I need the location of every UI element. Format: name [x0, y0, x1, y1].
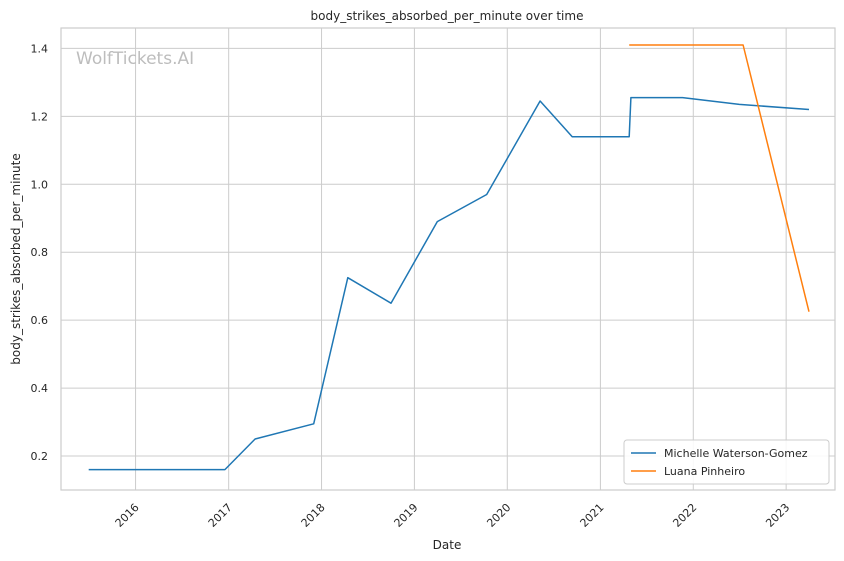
plot-frame [60, 27, 836, 491]
y-tick-label: 0.8 [31, 246, 49, 259]
legend-label-luana-pinheiro: Luana Pinheiro [664, 465, 745, 478]
y-tick-label: 0.2 [31, 450, 49, 463]
series-line-luana-pinheiro [629, 44, 810, 312]
x-tick-label: 2018 [299, 501, 328, 530]
legend-label-michelle-waterson-gomez: Michelle Waterson-Gomez [664, 447, 808, 460]
x-tick-labels: 2016 2017 2018 2019 2020 2021 2022 2023 [113, 501, 793, 530]
series-lines [88, 44, 810, 471]
y-axis-label: body_strikes_absorbed_per_minute [9, 153, 23, 364]
x-tick-label: 2022 [670, 501, 699, 530]
x-tick-label: 2023 [763, 501, 792, 530]
x-tick-label: 2019 [392, 501, 421, 530]
y-tick-label: 0.6 [31, 314, 49, 327]
y-tick-label: 1.4 [31, 42, 49, 55]
legend-box [623, 439, 830, 485]
x-tick-label: 2017 [206, 501, 235, 530]
y-tick-label: 1.2 [31, 110, 49, 123]
x-axis-label: Date [433, 538, 462, 552]
chart-title: body_strikes_absorbed_per_minute over ti… [311, 9, 584, 23]
y-tick-label: 1.0 [31, 178, 49, 191]
legend: Michelle Waterson-Gomez Luana Pinheiro [623, 439, 830, 485]
y-tick-label: 0.4 [31, 382, 49, 395]
grid-lines [61, 28, 835, 490]
x-tick-label: 2021 [578, 501, 607, 530]
y-tick-labels: 0.2 0.4 0.6 0.8 1.0 1.2 1.4 [31, 42, 49, 463]
series-line-michelle-waterson-gomez [88, 96, 810, 471]
x-tick-label: 2016 [113, 501, 142, 530]
x-tick-label: 2020 [484, 501, 513, 530]
watermark: WolfTickets.AI [76, 49, 194, 69]
